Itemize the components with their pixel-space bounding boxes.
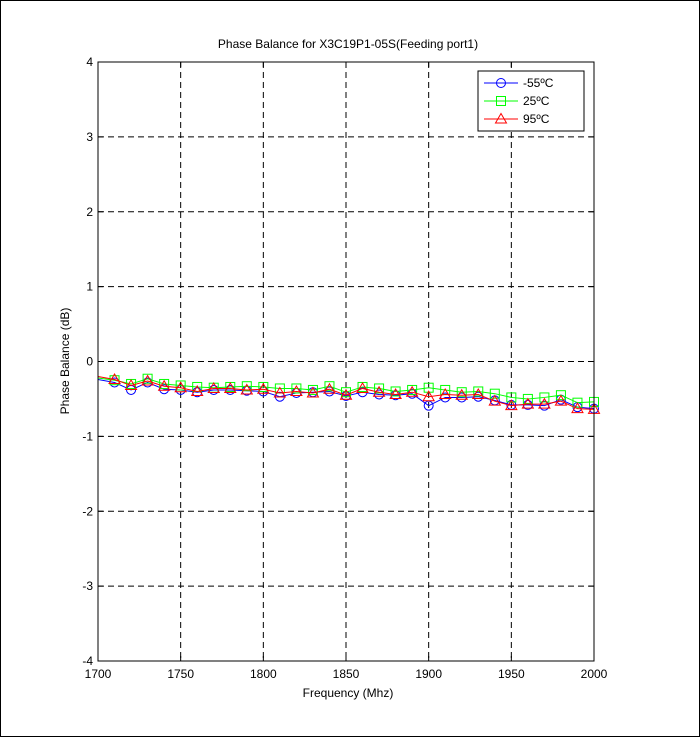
data-point <box>339 388 353 400</box>
data-point <box>488 394 502 406</box>
legend-label: -55ºC <box>523 76 554 90</box>
data-point <box>438 387 452 399</box>
x-tick-label: 1950 <box>498 667 525 681</box>
data-point <box>159 378 170 389</box>
data-point <box>141 374 154 386</box>
data-point <box>522 393 533 404</box>
y-tick-label: -2 <box>82 504 93 518</box>
data-point <box>489 388 500 399</box>
data-point <box>307 384 318 395</box>
series-line <box>97 375 595 410</box>
y-tick-label: 0 <box>86 355 93 369</box>
data-point <box>389 387 402 399</box>
data-point <box>240 383 254 395</box>
y-tick-label: 1 <box>86 280 93 294</box>
data-point <box>571 402 584 414</box>
data-point <box>323 382 336 394</box>
data-point <box>506 392 517 403</box>
legend-label: 95ºC <box>523 112 550 126</box>
data-point <box>207 381 221 393</box>
data-point <box>473 386 484 397</box>
data-point <box>405 385 419 397</box>
data-point <box>554 394 568 406</box>
data-point <box>504 399 518 411</box>
x-tick-label: 1750 <box>167 667 194 681</box>
data-point <box>521 397 535 409</box>
data-point <box>190 384 204 396</box>
x-tick-label: 1850 <box>333 667 360 681</box>
x-tick-label: 1900 <box>415 667 442 681</box>
data-point <box>538 397 551 409</box>
y-tick-label: 4 <box>86 55 93 69</box>
series-layer <box>97 372 601 414</box>
data-point <box>539 392 550 403</box>
chart-title: Phase Balance for X3C19P1-05S(Feeding po… <box>218 37 478 51</box>
data-point <box>241 381 252 392</box>
x-tick-label: 1800 <box>250 667 277 681</box>
legend-marker <box>494 112 508 124</box>
data-point <box>471 387 485 399</box>
data-point <box>572 397 583 408</box>
data-point <box>175 380 186 391</box>
data-point <box>124 378 138 390</box>
data-point <box>256 382 270 394</box>
y-tick-label: -1 <box>82 429 93 443</box>
series-2 <box>97 373 599 408</box>
grid-lines <box>98 62 594 661</box>
data-point <box>423 382 434 393</box>
x-tick-label: 2000 <box>581 667 608 681</box>
data-point <box>407 384 418 395</box>
data-point <box>456 387 467 398</box>
legend-marker <box>496 96 506 106</box>
y-tick-label: 3 <box>86 130 93 144</box>
legend: -55ºC 25ºC 95ºC <box>477 70 585 132</box>
data-point <box>372 385 386 397</box>
x-tick-label: 1700 <box>85 667 112 681</box>
data-point <box>108 372 121 384</box>
data-point <box>390 386 401 397</box>
y-tick-label: -3 <box>82 579 93 593</box>
data-point <box>109 375 120 386</box>
data-point <box>273 386 287 398</box>
data-point <box>306 386 320 398</box>
data-point <box>142 373 153 384</box>
data-point <box>422 390 436 402</box>
y-tick-label: 2 <box>86 205 93 219</box>
axis-ticks: 1700 1750 1800 1850 1900 1950 2000 -4 -3 -2 -1 0 1 2 3… <box>82 55 607 681</box>
data-point <box>223 381 237 393</box>
series-line <box>97 377 595 404</box>
legend-marker <box>496 78 506 88</box>
data-point <box>290 384 303 396</box>
data-point <box>192 387 203 398</box>
y-axis-label: Phase Balance (dB) <box>58 308 72 415</box>
data-point <box>258 381 269 392</box>
x-axis-label: Frequency (Mhz) <box>303 686 394 700</box>
data-point <box>455 388 469 400</box>
data-point <box>157 379 171 391</box>
data-point <box>341 387 351 398</box>
y-tick-label: -4 <box>82 654 93 668</box>
data-point <box>291 383 302 394</box>
data-point <box>356 381 369 393</box>
data-point <box>174 381 188 393</box>
legend-label: 25ºC <box>523 94 550 108</box>
data-point <box>324 381 335 392</box>
data-point <box>555 390 566 401</box>
data-point <box>374 383 385 394</box>
series-3 <box>97 372 601 414</box>
